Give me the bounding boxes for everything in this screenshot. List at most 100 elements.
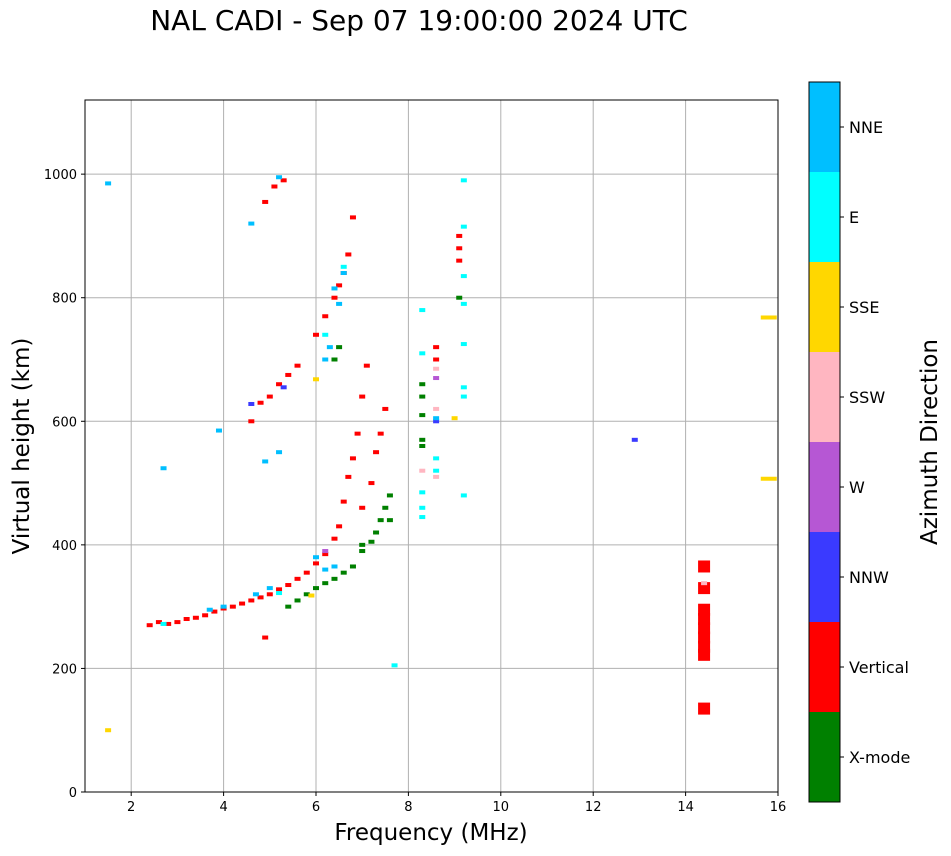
data-point-vertical: [229, 604, 236, 609]
data-point-vertical: [266, 592, 273, 597]
data-point-nne: [252, 592, 259, 597]
data-point-vertical: [433, 357, 440, 362]
data-point-vertical: [271, 184, 278, 189]
data-point-e: [460, 394, 467, 399]
data-point-vertical: [303, 570, 310, 575]
data-point-vertical: [698, 560, 711, 573]
data-point-vertical: [239, 601, 246, 606]
data-point-vertical: [698, 702, 711, 715]
data-point-vertical: [183, 617, 190, 621]
data-point-nne: [313, 555, 319, 560]
data-point-e: [460, 178, 467, 183]
data-point-vertical: [336, 283, 343, 288]
data-point-sse: [451, 416, 458, 421]
data-point-nne: [215, 428, 222, 433]
data-point-vertical: [349, 215, 356, 220]
x-tick-label: 10: [493, 800, 510, 815]
data-point-nne: [340, 271, 347, 275]
data-point-xmode: [456, 295, 463, 300]
data-point-ssw: [419, 468, 426, 473]
data-point-e: [460, 274, 467, 279]
data-point-sse: [308, 593, 315, 598]
x-tick-label: 8: [404, 800, 412, 815]
data-point-xmode: [322, 581, 329, 586]
y-tick-label: 600: [52, 415, 77, 430]
data-point-sse: [105, 728, 112, 733]
y-axis-label: Virtual height (km): [9, 338, 35, 555]
data-point-vertical: [262, 635, 269, 640]
data-point-xmode: [349, 564, 356, 569]
data-point-xmode: [419, 382, 426, 387]
data-point-nne: [322, 357, 329, 362]
data-point-vertical: [698, 603, 711, 616]
data-point-nne: [433, 416, 440, 421]
data-point-nne: [331, 286, 338, 291]
data-point-e: [419, 308, 426, 313]
data-point-xmode: [368, 539, 375, 544]
data-point-nne: [206, 607, 213, 612]
data-point-vertical: [322, 314, 329, 319]
data-point-vertical: [377, 431, 384, 436]
data-point-xmode: [419, 413, 426, 418]
data-point-xmode: [386, 518, 393, 523]
data-point-vertical: [146, 623, 153, 628]
data-point-vertical: [336, 524, 343, 529]
x-tick-label: 14: [677, 800, 694, 815]
data-point-ssw: [701, 581, 708, 586]
data-point-e: [460, 385, 467, 390]
data-point-e: [433, 456, 440, 461]
data-point-vertical: [257, 595, 264, 600]
data-point-e: [460, 493, 467, 498]
data-point-ssw: [433, 474, 440, 479]
data-point-ssw: [433, 406, 440, 411]
data-point-e: [460, 301, 467, 306]
data-point-vertical: [698, 622, 711, 635]
data-point-vertical: [211, 609, 218, 614]
data-point-xmode: [285, 604, 292, 609]
data-point-xmode: [303, 592, 310, 597]
data-point-nne: [248, 221, 255, 226]
plot-background: [85, 100, 778, 792]
data-point-nne: [266, 586, 273, 591]
data-point-nne: [262, 459, 269, 464]
data-point-xmode: [331, 357, 338, 362]
data-point-nnw: [433, 419, 440, 424]
data-point-xmode: [386, 493, 393, 498]
data-point-sse: [760, 315, 777, 320]
data-point-vertical: [359, 505, 366, 510]
data-point-vertical: [345, 252, 352, 257]
data-point-vertical: [257, 400, 264, 405]
data-point-vertical: [368, 481, 375, 486]
x-tick-label: 4: [219, 800, 227, 815]
data-point-vertical: [456, 233, 463, 238]
y-tick-label: 800: [52, 292, 77, 307]
data-point-vertical: [433, 345, 440, 350]
data-point-xmode: [331, 576, 338, 581]
data-point-e: [419, 515, 426, 520]
data-point-xmode: [373, 530, 380, 535]
data-marks: [105, 175, 777, 733]
data-point-sse: [760, 476, 777, 481]
data-point-vertical: [313, 332, 319, 337]
data-point-nne: [276, 450, 283, 455]
data-point-e: [433, 468, 440, 473]
data-point-nne: [322, 567, 329, 572]
data-point-vertical: [698, 648, 711, 661]
data-point-vertical: [359, 394, 366, 399]
data-point-xmode: [419, 444, 426, 448]
data-point-vertical: [174, 620, 181, 625]
data-point-xmode: [419, 394, 426, 399]
data-point-nne: [276, 175, 283, 180]
x-axis-label: Frequency (MHz): [334, 820, 527, 846]
data-point-xmode: [377, 518, 384, 523]
x-tick-label: 16: [770, 800, 787, 815]
data-point-vertical: [349, 456, 356, 461]
y-axis-ticks: 0 200 400 600 800 1000: [44, 168, 85, 801]
x-tick-label: 12: [585, 800, 602, 815]
data-point-w: [433, 376, 440, 381]
data-point-vertical: [698, 631, 711, 644]
x-tick-label: 2: [127, 800, 135, 815]
data-point-vertical: [165, 621, 172, 626]
data-point-vertical: [248, 419, 255, 424]
data-point-vertical: [345, 474, 352, 479]
